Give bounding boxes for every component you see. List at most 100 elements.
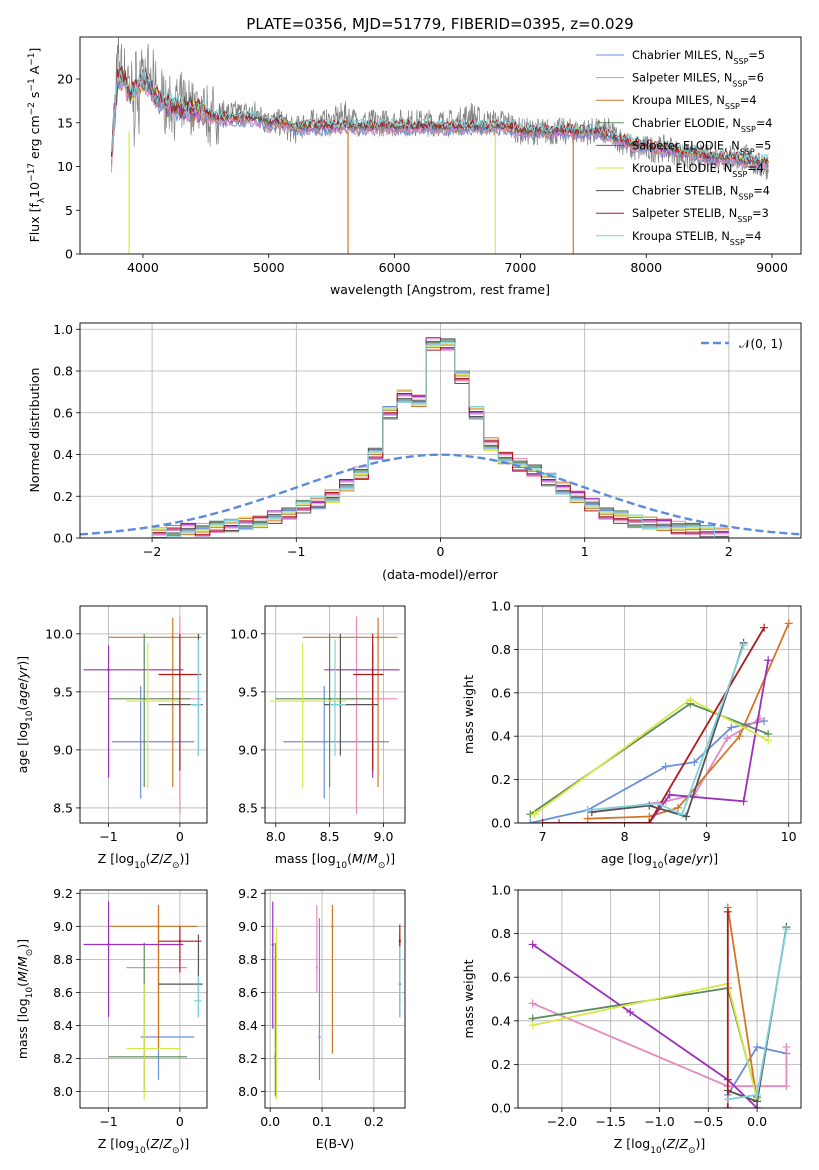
y-tick-label: 10.0 xyxy=(45,626,73,641)
plot-area xyxy=(270,616,400,814)
axes-frame xyxy=(517,605,802,824)
plot-area xyxy=(83,901,203,1100)
y-tick-label: 0.8 xyxy=(491,926,511,941)
histogram-5 xyxy=(151,343,729,538)
panel-weight-vs-age: 7 8 9 10 0.0 0.2 0.4 0.6 0.8 1.0 age [log10(age/yr… xyxy=(461,599,802,871)
y-tick-label: 15 xyxy=(57,115,73,130)
y-tick-label: 8.8 xyxy=(53,952,73,967)
y-tick-label: 10.0 xyxy=(230,626,258,641)
x-axis-label: Z [log10(Z/Z⊙)] xyxy=(98,851,190,871)
y-tick-label: 9.0 xyxy=(238,919,258,934)
data-point xyxy=(275,1047,278,1050)
data-point xyxy=(197,999,200,1002)
x-tick-label: 9000 xyxy=(756,260,788,275)
x-tick-label: 0 xyxy=(176,829,184,844)
weight-marker xyxy=(653,799,662,808)
x-axis-label: Z [log10(Z/Z⊙)] xyxy=(98,1136,190,1156)
legend-label: Salpeter STELIB, NSSP=3 xyxy=(632,207,769,224)
y-tick-label: 5 xyxy=(65,203,73,218)
y-tick-label: 0.4 xyxy=(491,729,511,744)
x-tick-label: 6000 xyxy=(379,260,411,275)
x-tick-label: 0.0 xyxy=(260,1114,280,1129)
x-axis-label: E(B-V) xyxy=(316,1136,355,1151)
weight-marker xyxy=(661,762,670,771)
panel-spectrum: 4000 5000 6000 7000 8000 9000 0 5 10 15 20 waveleng… xyxy=(27,36,802,297)
y-tick-label: 0.6 xyxy=(491,685,511,700)
y-tick-label: 8.0 xyxy=(53,1084,73,1099)
weight-marker xyxy=(645,801,654,810)
y-tick-label: 0.2 xyxy=(53,489,73,504)
weight-marker xyxy=(739,797,748,806)
x-tick-label: 9 xyxy=(703,829,711,844)
legend-label: Kroupa ELODIE, NSSP=4 xyxy=(632,162,764,179)
x-tick-label: 0.0 xyxy=(747,1114,767,1129)
weight-marker xyxy=(753,1042,762,1051)
y-tick-label: 9.2 xyxy=(53,886,73,901)
y-tick-label: 0.8 xyxy=(491,642,511,657)
weight-marker xyxy=(760,717,769,726)
histogram-6 xyxy=(151,338,729,538)
y-tick-label: 20 xyxy=(57,72,73,87)
data-point xyxy=(376,636,380,639)
x-tick-label: 0.1 xyxy=(312,1114,332,1129)
plot-area xyxy=(528,903,791,1108)
data-point xyxy=(333,703,337,706)
panel-weight-vs-Z: −2.0 −1.5 −1.0 −0.5 0.0 0.0 0.2 0.4 0.6 0.8 1.0 Z [… xyxy=(461,883,802,1156)
weight-line-5 xyxy=(533,698,769,816)
x-tick-label: −1 xyxy=(99,1114,117,1129)
legend-label: Salpeter MILES, NSSP=6 xyxy=(632,72,764,89)
y-tick-label: 9.0 xyxy=(238,742,258,757)
y-tick-label: 8.2 xyxy=(238,1051,258,1066)
weight-marker xyxy=(723,907,732,916)
axes-frame xyxy=(517,889,802,1109)
axes-frame xyxy=(264,605,406,824)
weight-marker xyxy=(665,790,674,799)
x-axis-label: mass [log10(M/M⊙)] xyxy=(275,851,395,871)
data-point xyxy=(171,636,174,639)
data-point xyxy=(398,999,402,1002)
y-tick-label: 9.5 xyxy=(238,684,258,699)
data-point xyxy=(323,740,326,743)
y-tick-label: 0 xyxy=(65,247,73,262)
y-axis-label: Normed distribution xyxy=(27,368,42,493)
y-tick-label: 0.0 xyxy=(53,531,73,546)
weight-line-2 xyxy=(587,623,790,820)
axes-frame xyxy=(79,889,208,1109)
y-tick-label: 0.8 xyxy=(53,364,73,379)
y-axis-label: mass weight xyxy=(461,675,476,754)
data-point xyxy=(371,673,374,676)
x-tick-label: 5000 xyxy=(253,260,285,275)
plot-area xyxy=(271,901,402,1100)
weight-marker xyxy=(727,723,736,732)
x-tick-label: −2.0 xyxy=(547,1114,577,1129)
data-point xyxy=(139,740,142,743)
weight-marker xyxy=(645,819,654,823)
axes-frame xyxy=(264,889,406,1109)
x-tick-label: 4000 xyxy=(127,260,159,275)
y-tick-label: 8.5 xyxy=(238,800,258,815)
weight-marker xyxy=(784,619,793,628)
y-tick-label: 0.2 xyxy=(491,772,511,787)
weight-marker xyxy=(538,819,547,823)
x-tick-label: 9.0 xyxy=(374,829,394,844)
data-point xyxy=(178,673,182,676)
figure-title: PLATE=0356, MJD=51779, FIBERID=0395, z=0… xyxy=(246,15,633,33)
data-point xyxy=(398,939,402,943)
panel-residuals: −2 −1 0 1 2 0.0 0.2 0.4 0.6 0.8 1.0 (data-model)/er… xyxy=(27,322,802,582)
x-tick-label: 0.2 xyxy=(364,1114,384,1129)
x-tick-label: 7 xyxy=(539,829,547,844)
weight-marker xyxy=(764,656,773,665)
y-tick-label: 8.4 xyxy=(238,1018,258,1033)
y-tick-label: 1.0 xyxy=(491,883,511,898)
legend-label: Chabrier MILES, NSSP=5 xyxy=(632,49,765,66)
panel-age-vs-mass: 8.0 8.5 9.0 8.5 9.0 9.5 10.0 mass [log10(M/M⊙)] xyxy=(230,605,406,871)
plot-area xyxy=(83,616,203,814)
weight-marker xyxy=(583,814,592,823)
x-tick-label: −0.5 xyxy=(693,1114,723,1129)
y-tick-label: 8.6 xyxy=(238,985,258,1000)
y-tick-label: 8.0 xyxy=(238,1084,258,1099)
panel-age-vs-Z: −1 0 8.5 9.0 9.5 10.0 Z [log10(Z/Z⊙)] age [log1… xyxy=(15,605,208,871)
x-tick-label: 8000 xyxy=(630,260,662,275)
y-tick-label: 0.0 xyxy=(491,1101,511,1116)
